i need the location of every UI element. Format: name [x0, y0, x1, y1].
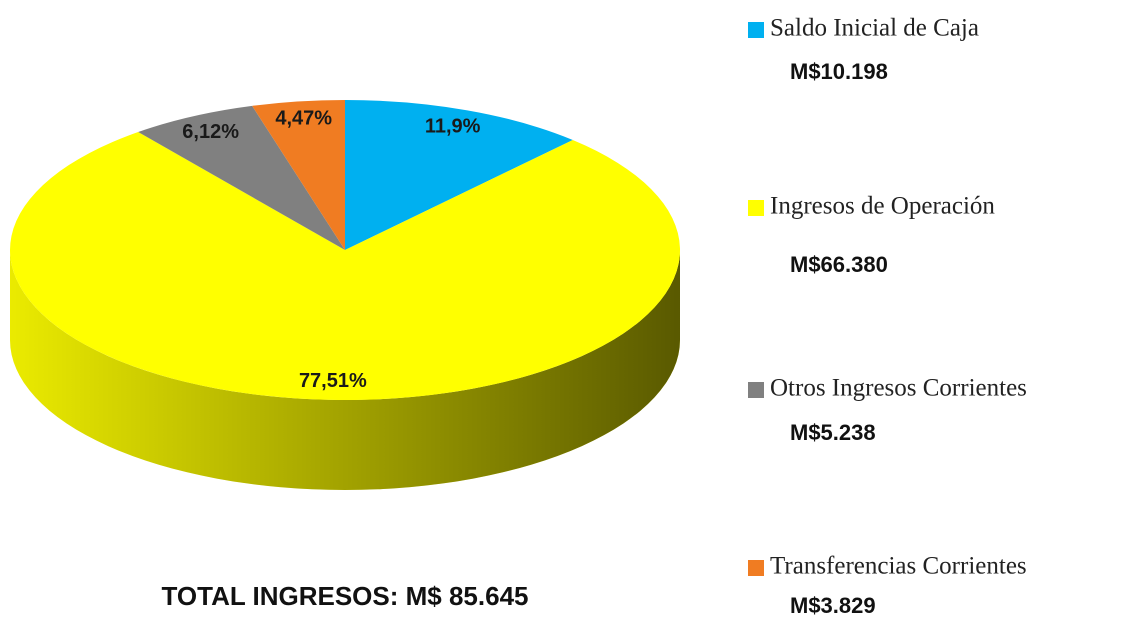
legend-swatch: [748, 382, 764, 398]
legend-swatch: [748, 22, 764, 38]
legend-amount: M$5.238: [790, 420, 876, 445]
legend-amount: M$10.198: [790, 59, 888, 84]
side-shade: [10, 250, 680, 490]
slice: [345, 100, 573, 250]
legend-amount: M$3.829: [790, 593, 876, 618]
total-label: TOTAL INGRESOS: M$ 85.645: [162, 581, 529, 611]
legend-label: Saldo Inicial de Caja: [770, 15, 979, 42]
data-label: 4,47%: [275, 108, 332, 130]
legend-label: Otros Ingresos Corrientes: [770, 375, 1027, 402]
data-label: 77,51%: [299, 370, 367, 392]
slice: [9, 131, 680, 400]
legend-label: Transferencias Corrientes: [770, 553, 1027, 580]
legend-label: Ingresos de Operación: [770, 193, 995, 220]
slice: [252, 100, 345, 250]
legend-amount: M$66.380: [790, 252, 888, 277]
legend-swatch: [748, 560, 764, 576]
data-label: 11,9%: [425, 115, 481, 137]
data-label: 6,12%: [182, 121, 239, 143]
legend-swatch: [748, 200, 764, 216]
slice: [138, 105, 345, 250]
